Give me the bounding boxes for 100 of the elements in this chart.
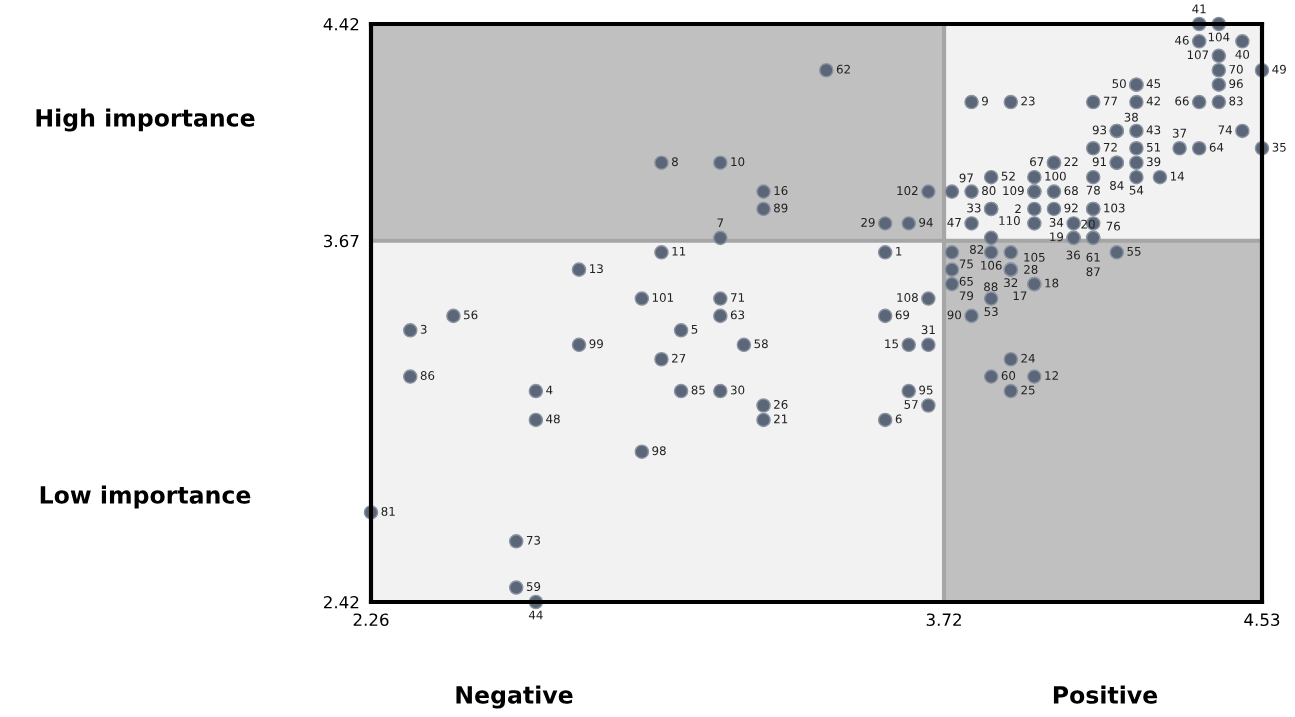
- annotation: 104: [1208, 32, 1230, 42]
- annotation: 109: [1003, 186, 1024, 196]
- annotation: 4: [546, 385, 553, 395]
- annotation: 48: [546, 414, 560, 424]
- annotation: 68: [1064, 186, 1078, 196]
- annotation: 18: [1045, 278, 1059, 288]
- annotation: 36: [1066, 250, 1080, 260]
- annotation: 12: [1045, 371, 1058, 380]
- annotation: 102: [897, 186, 918, 196]
- annotation: 84: [1110, 180, 1124, 190]
- text: Positive: [1053, 685, 1158, 704]
- annotation: 16: [774, 186, 788, 196]
- annotation: 37: [1172, 128, 1187, 138]
- annotation: 33: [967, 203, 981, 213]
- annotation: 95: [919, 385, 933, 395]
- annotation: 76: [1106, 221, 1120, 231]
- annotation: 6: [895, 414, 902, 424]
- annotation: 110: [999, 216, 1020, 226]
- annotation: 31: [921, 325, 935, 335]
- annotation: 64: [1209, 142, 1224, 152]
- annotation: 3: [420, 324, 427, 334]
- annotation: 96: [1229, 79, 1243, 89]
- annotation: 59: [526, 582, 541, 591]
- x-tick-label: 4.53: [1244, 613, 1280, 627]
- annotation: 49: [1272, 64, 1286, 74]
- annotation: 73: [526, 535, 541, 545]
- annotation: 1: [896, 246, 902, 256]
- text: High importance: [36, 108, 255, 132]
- annotation: 23: [1021, 96, 1035, 106]
- annotation: 108: [897, 293, 918, 302]
- text: Negative: [456, 685, 573, 709]
- annotation: 46: [1175, 35, 1189, 45]
- annotation: 75: [959, 259, 973, 269]
- annotation: 101: [652, 293, 673, 302]
- annotation: 2: [1015, 204, 1021, 214]
- annotation: 93: [1092, 125, 1107, 135]
- annotation: 63: [730, 310, 745, 320]
- annotation: 89: [774, 203, 788, 213]
- annotation: 5: [691, 324, 698, 334]
- annotation: 54: [1129, 185, 1144, 195]
- x-tick-label: 2.26: [353, 613, 389, 627]
- annotation: 55: [1127, 246, 1141, 256]
- annotation: 92: [1064, 203, 1078, 213]
- annotation: 105: [1024, 252, 1045, 262]
- annotation: 35: [1272, 142, 1286, 152]
- annotation: 97: [959, 173, 973, 183]
- annotation: 79: [959, 291, 974, 301]
- annotation: 19: [1050, 232, 1064, 242]
- annotation: 51: [1147, 142, 1161, 152]
- annotation: 45: [1146, 79, 1161, 89]
- text: Low importance: [40, 485, 251, 509]
- annotation: 41: [1192, 4, 1206, 14]
- annotation: 61: [1086, 252, 1100, 262]
- annotation: 58: [754, 339, 768, 349]
- annotation: 8: [671, 157, 678, 167]
- annotation: 100: [1045, 171, 1066, 181]
- annotation: 7: [717, 218, 724, 228]
- annotation: 9: [982, 96, 988, 106]
- annotation: 11: [672, 246, 686, 256]
- annotation: 77: [1103, 96, 1117, 106]
- annotation: 57: [904, 400, 918, 409]
- annotation: 17: [1013, 291, 1027, 301]
- annotation: 30: [730, 385, 745, 395]
- annotation: 52: [1001, 171, 1015, 181]
- annotation: 53: [984, 307, 998, 317]
- annotation: 34: [1049, 217, 1064, 227]
- y-tick-label: 3.67: [324, 234, 359, 248]
- annotation: 91: [1092, 157, 1106, 167]
- annotation: 83: [1229, 96, 1243, 106]
- annotation: 13: [590, 264, 603, 274]
- annotation: 103: [1104, 203, 1125, 213]
- x-tick-label: 3.72: [926, 613, 961, 627]
- annotation: 87: [1086, 267, 1100, 277]
- annotation: 56: [464, 310, 478, 320]
- annotation: 106: [981, 260, 1002, 270]
- annotation: 65: [959, 276, 973, 286]
- annotation: 25: [1021, 385, 1035, 395]
- annotation: 81: [381, 506, 395, 516]
- y-tick-label: 2.42: [324, 595, 359, 609]
- annotation: 27: [672, 353, 686, 363]
- annotation: 80: [982, 186, 996, 196]
- annotation: 26: [774, 399, 788, 409]
- annotation: 107: [1187, 50, 1209, 60]
- annotation: 50: [1112, 79, 1126, 89]
- annotation: 21: [774, 414, 788, 424]
- annotation: 39: [1147, 157, 1161, 167]
- annotation: 67: [1030, 157, 1044, 167]
- annotation: 29: [861, 217, 875, 227]
- annotation: 71: [731, 293, 744, 302]
- annotation: 78: [1086, 185, 1100, 195]
- annotation: 24: [1021, 353, 1035, 363]
- annotation: 82: [970, 245, 984, 254]
- annotation: 44: [528, 610, 543, 620]
- annotation: 28: [1024, 265, 1038, 274]
- annotation: 10: [731, 157, 745, 167]
- annotation: 42: [1146, 96, 1160, 106]
- annotation: 32: [1004, 278, 1018, 288]
- annotation: 98: [652, 446, 666, 456]
- annotation: 88: [984, 282, 998, 292]
- annotation: 74: [1218, 125, 1232, 135]
